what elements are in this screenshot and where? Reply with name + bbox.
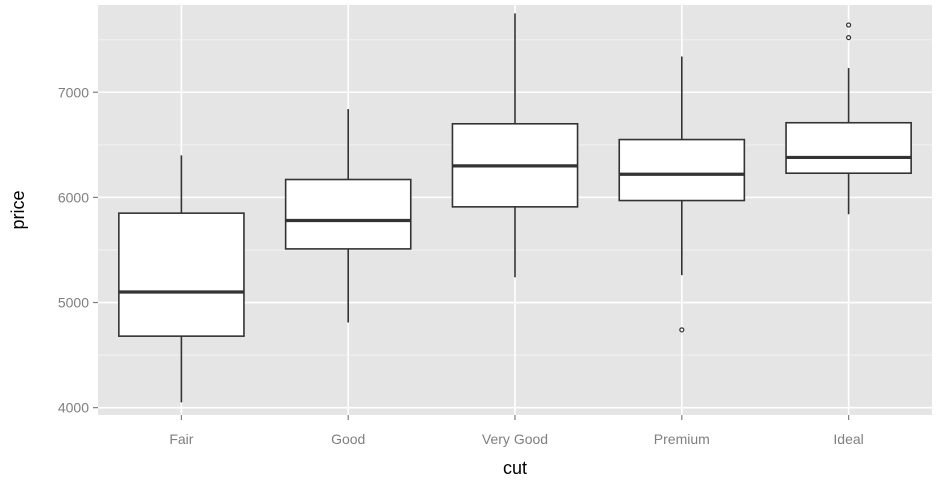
iqr-box bbox=[118, 212, 245, 337]
outlier-point bbox=[845, 34, 852, 41]
box-good bbox=[284, 109, 412, 323]
x-tick-label: Good bbox=[331, 431, 365, 447]
x-tick-label: Fair bbox=[169, 431, 193, 447]
x-tick-labels: Fair Good Very Good Premium Ideal bbox=[169, 431, 863, 447]
y-tick-label: 7000 bbox=[58, 84, 89, 100]
y-tick-label: 6000 bbox=[58, 189, 89, 205]
outlier-point bbox=[845, 22, 852, 28]
x-tick-label: Very Good bbox=[482, 431, 548, 447]
y-axis-title: price bbox=[8, 190, 28, 229]
box-ideal bbox=[785, 22, 912, 215]
y-tick-labels: 4000 5000 6000 7000 bbox=[58, 84, 89, 415]
x-tick-label: Ideal bbox=[833, 431, 863, 447]
box-very-good bbox=[451, 13, 579, 278]
iqr-box bbox=[618, 138, 746, 202]
x-axis-title: cut bbox=[503, 458, 527, 478]
box-premium bbox=[618, 56, 746, 333]
outlier-point bbox=[679, 327, 685, 333]
x-tick-label: Premium bbox=[654, 431, 710, 447]
box-fair bbox=[118, 155, 245, 403]
y-tick-label: 4000 bbox=[58, 400, 89, 416]
y-tick-label: 5000 bbox=[58, 295, 89, 311]
iqr-box bbox=[785, 121, 912, 175]
axis-ticks bbox=[93, 91, 850, 420]
iqr-box bbox=[284, 178, 412, 250]
boxes-layer bbox=[118, 13, 912, 403]
